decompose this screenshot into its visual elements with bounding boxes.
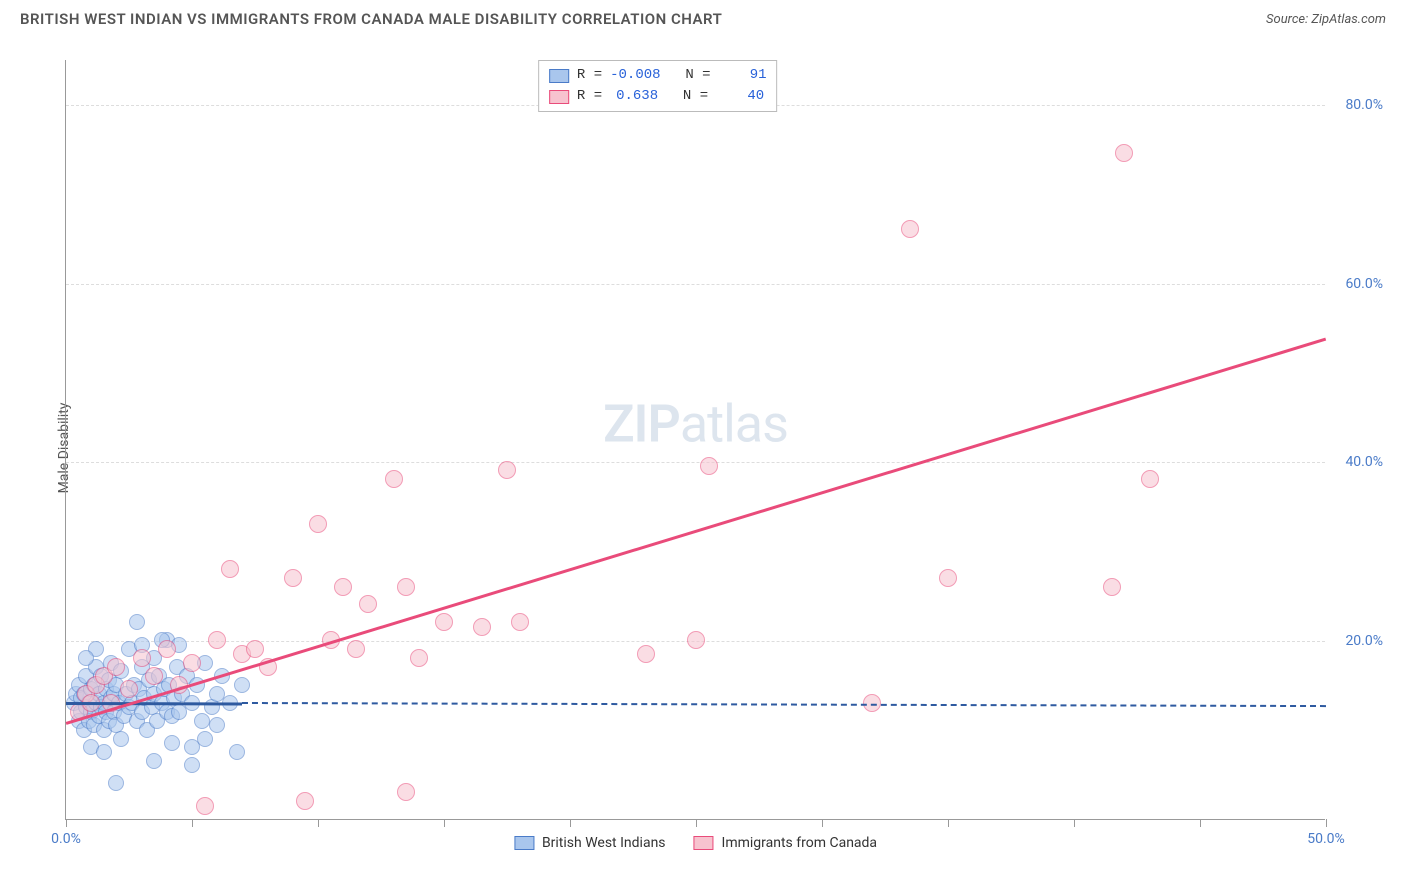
scatter-point bbox=[196, 797, 214, 815]
series-legend-item: British West Indians bbox=[514, 835, 666, 851]
gridline bbox=[66, 284, 1325, 285]
scatter-point bbox=[246, 640, 264, 658]
x-tick bbox=[444, 819, 445, 827]
trend-line-solid bbox=[66, 337, 1327, 724]
x-tick bbox=[1326, 819, 1327, 827]
scatter-point bbox=[107, 658, 125, 676]
scatter-point bbox=[334, 578, 352, 596]
scatter-point bbox=[183, 654, 201, 672]
legend-swatch bbox=[514, 836, 534, 850]
scatter-point bbox=[146, 753, 162, 769]
scatter-point bbox=[194, 713, 210, 729]
scatter-point bbox=[221, 560, 239, 578]
scatter-point bbox=[347, 640, 365, 658]
x-tick bbox=[318, 819, 319, 827]
scatter-point bbox=[158, 640, 176, 658]
scatter-point bbox=[863, 694, 881, 712]
trend-line-solid bbox=[66, 702, 242, 705]
scatter-point bbox=[410, 649, 428, 667]
x-tick-label: 0.0% bbox=[51, 831, 81, 847]
scatter-point bbox=[197, 731, 213, 747]
scatter-point bbox=[209, 717, 225, 733]
scatter-point bbox=[359, 595, 377, 613]
legend-swatch bbox=[549, 90, 569, 104]
scatter-point bbox=[78, 650, 94, 666]
series-legend: British West Indians Immigrants from Cana… bbox=[514, 835, 877, 851]
legend-swatch bbox=[694, 836, 714, 850]
scatter-point bbox=[133, 649, 151, 667]
series-legend-label: Immigrants from Canada bbox=[722, 835, 878, 851]
scatter-point bbox=[498, 461, 516, 479]
watermark: ZIPatlas bbox=[603, 394, 788, 455]
scatter-point bbox=[511, 613, 529, 631]
scatter-point bbox=[234, 677, 250, 693]
scatter-point bbox=[96, 744, 112, 760]
series-legend-item: Immigrants from Canada bbox=[694, 835, 878, 851]
y-tick-label: 20.0% bbox=[1333, 633, 1383, 649]
plot-area: ZIPatlas 20.0%40.0%60.0%80.0%0.0%50.0%R … bbox=[65, 60, 1325, 820]
x-tick bbox=[570, 819, 571, 827]
chart-container: Male Disability ZIPatlas 20.0%40.0%60.0%… bbox=[50, 60, 1350, 820]
scatter-point bbox=[385, 470, 403, 488]
x-tick bbox=[822, 819, 823, 827]
x-tick bbox=[66, 819, 67, 827]
x-tick bbox=[948, 819, 949, 827]
scatter-point bbox=[164, 735, 180, 751]
correlation-legend-row: R = -0.008 N = 91 bbox=[549, 65, 767, 86]
scatter-point bbox=[284, 569, 302, 587]
scatter-point bbox=[1115, 144, 1133, 162]
scatter-point bbox=[184, 757, 200, 773]
scatter-point bbox=[120, 680, 138, 698]
legend-swatch bbox=[549, 69, 569, 83]
scatter-point bbox=[108, 775, 124, 791]
series-legend-label: British West Indians bbox=[542, 835, 666, 851]
scatter-point bbox=[687, 631, 705, 649]
scatter-point bbox=[700, 457, 718, 475]
scatter-point bbox=[637, 645, 655, 663]
scatter-point bbox=[113, 731, 129, 747]
scatter-point bbox=[901, 220, 919, 238]
y-tick-label: 60.0% bbox=[1333, 276, 1383, 292]
scatter-point bbox=[145, 667, 163, 685]
correlation-legend: R = -0.008 N = 91R = 0.638 N = 40 bbox=[538, 60, 778, 112]
source-attribution: Source: ZipAtlas.com bbox=[1266, 12, 1386, 27]
scatter-point bbox=[309, 515, 327, 533]
x-tick bbox=[1074, 819, 1075, 827]
y-tick-label: 80.0% bbox=[1333, 97, 1383, 113]
scatter-point bbox=[397, 783, 415, 801]
scatter-point bbox=[939, 569, 957, 587]
correlation-legend-row: R = 0.638 N = 40 bbox=[549, 86, 767, 107]
gridline bbox=[66, 462, 1325, 463]
scatter-point bbox=[208, 631, 226, 649]
x-tick bbox=[696, 819, 697, 827]
scatter-point bbox=[229, 744, 245, 760]
trend-line-dashed bbox=[242, 702, 1326, 707]
y-tick-label: 40.0% bbox=[1333, 454, 1383, 470]
scatter-point bbox=[1103, 578, 1121, 596]
scatter-point bbox=[296, 792, 314, 810]
chart-title: BRITISH WEST INDIAN VS IMMIGRANTS FROM C… bbox=[20, 10, 722, 28]
x-tick bbox=[192, 819, 193, 827]
x-tick-label: 50.0% bbox=[1307, 831, 1345, 847]
scatter-point bbox=[1141, 470, 1159, 488]
scatter-point bbox=[397, 578, 415, 596]
scatter-point bbox=[473, 618, 491, 636]
x-tick bbox=[1200, 819, 1201, 827]
scatter-point bbox=[129, 614, 145, 630]
scatter-point bbox=[435, 613, 453, 631]
